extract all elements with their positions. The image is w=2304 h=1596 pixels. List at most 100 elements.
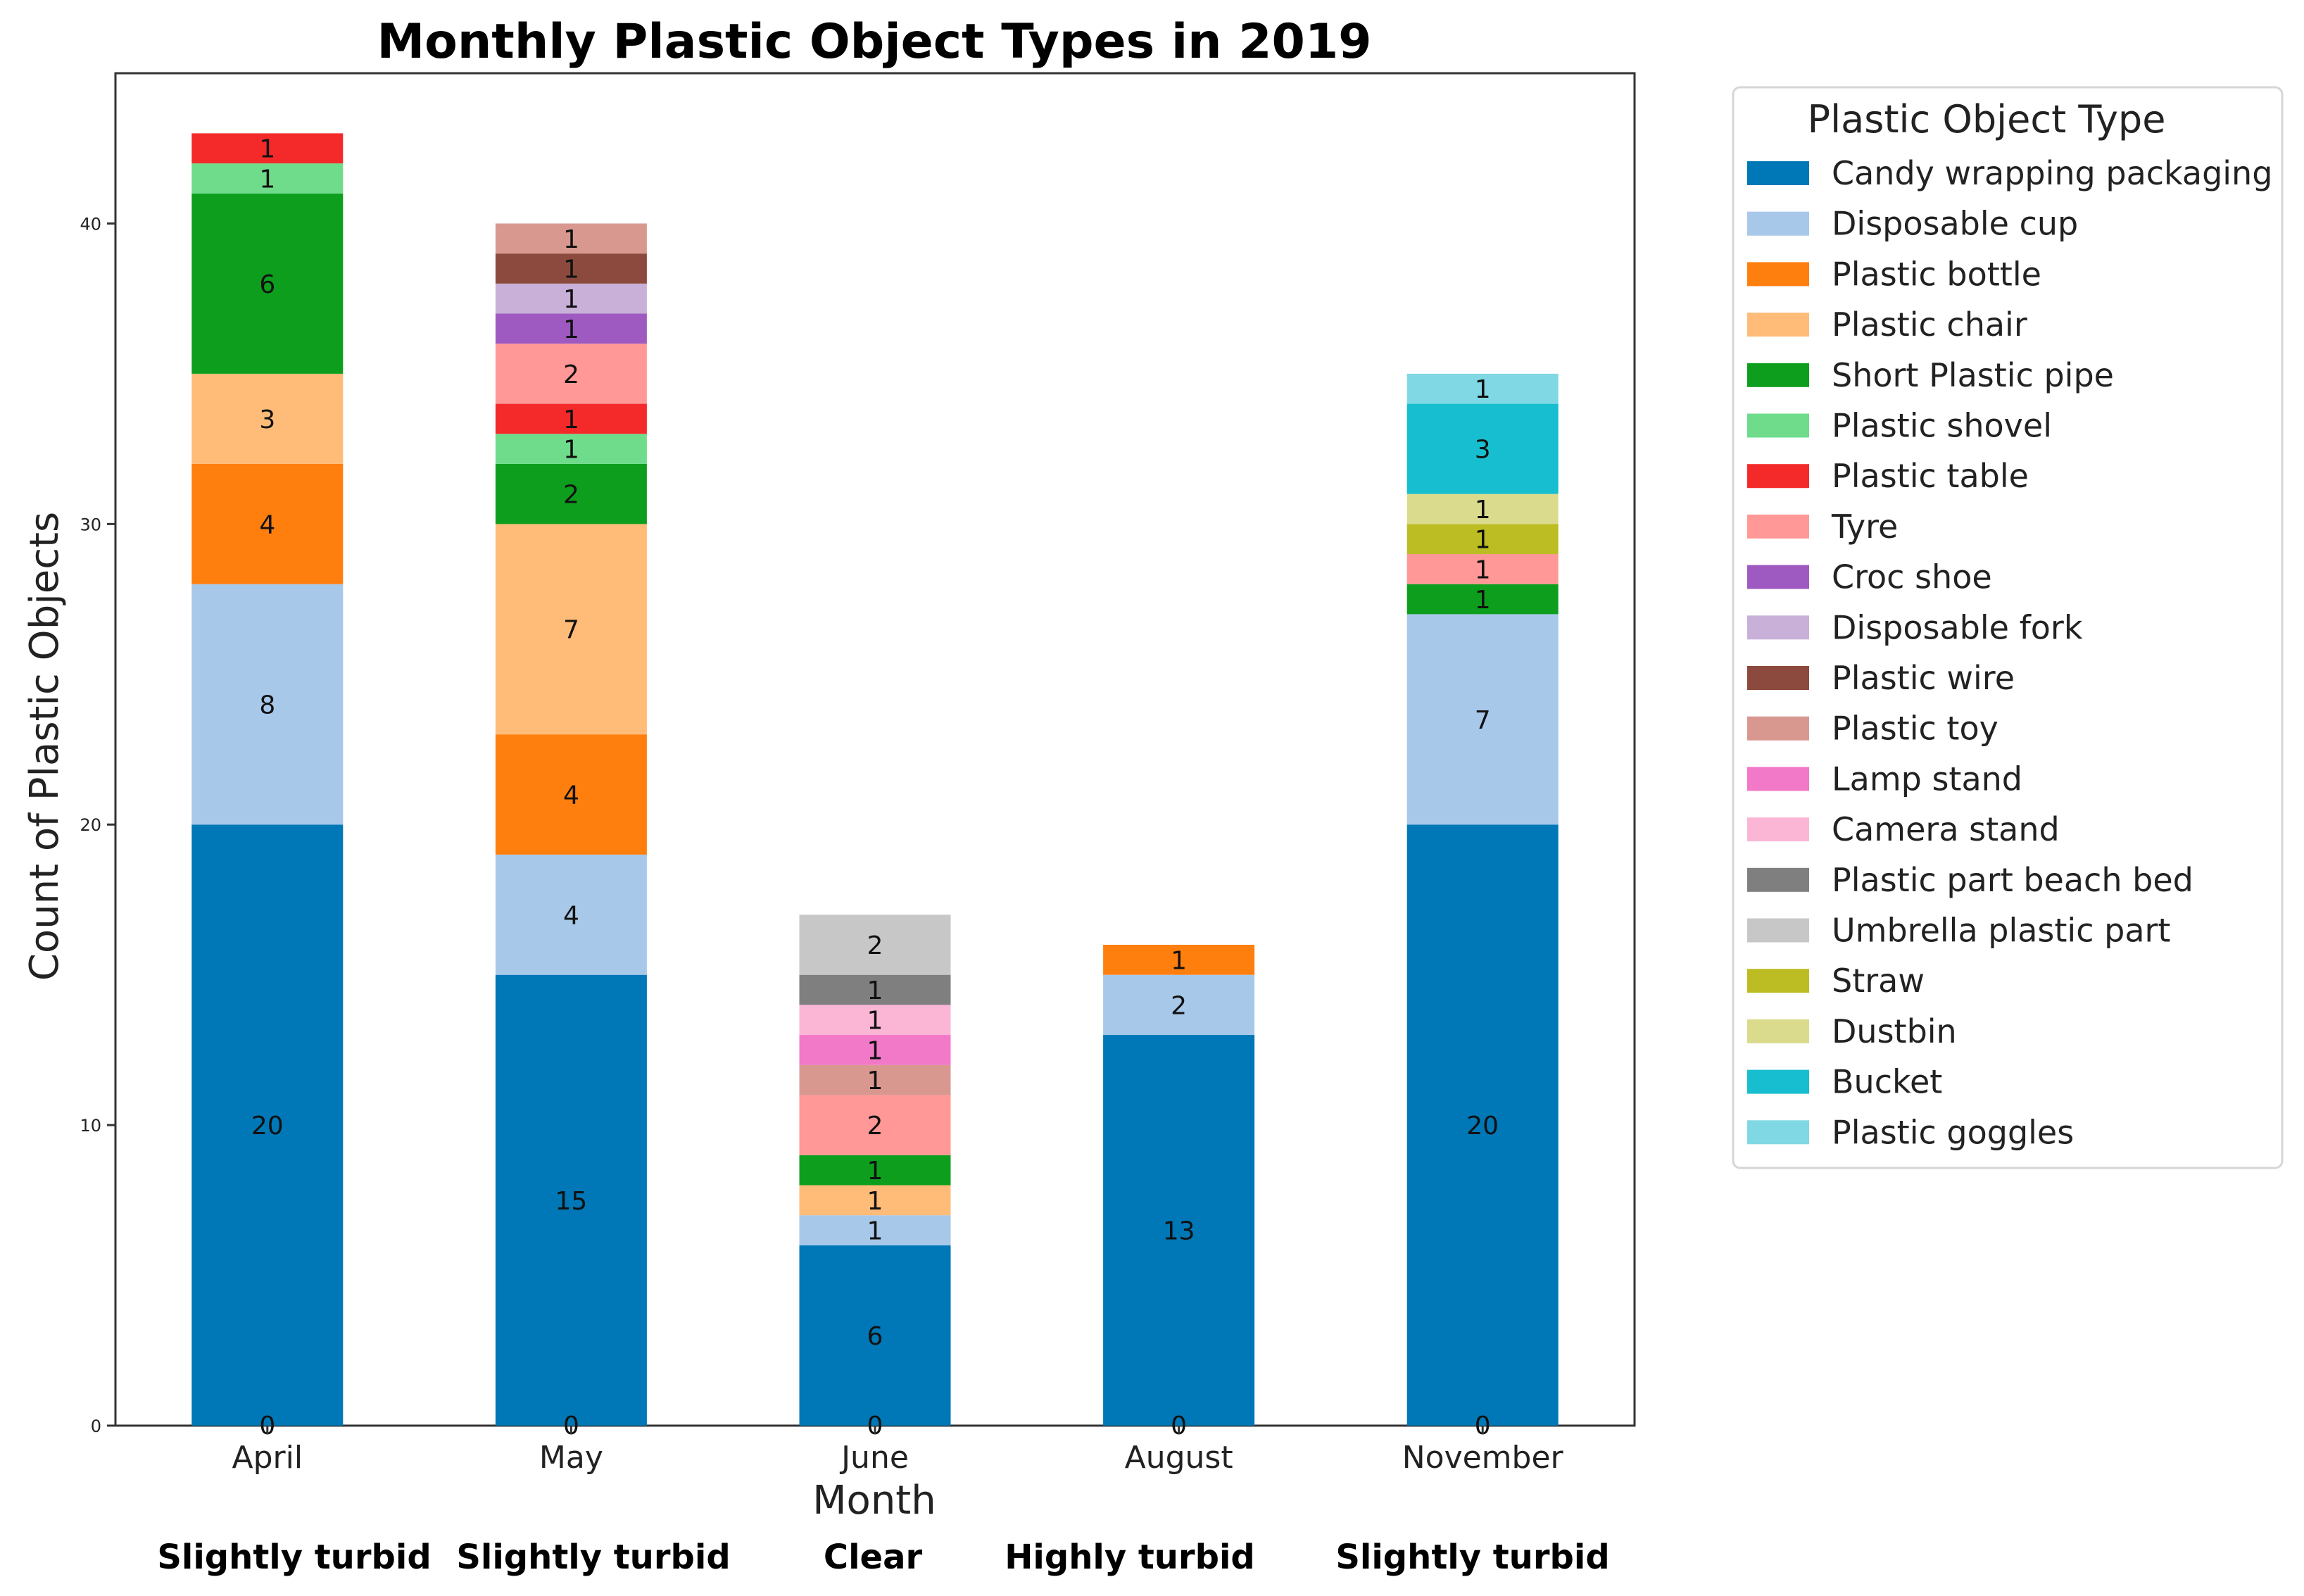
bar-data-label: 2	[867, 931, 883, 960]
bar-data-label: 6	[867, 1322, 883, 1351]
bar-segment	[495, 283, 647, 314]
bar-segment	[799, 1155, 951, 1186]
bar-data-label: 6	[259, 270, 275, 299]
chart-title: Monthly Plastic Object Types in 2019	[377, 14, 1372, 70]
y-axis-label: Count of Plastic Objects	[22, 512, 68, 981]
bar-data-label: 4	[563, 901, 579, 930]
bar-segment	[799, 1095, 951, 1155]
y-tick-label: 20	[80, 815, 101, 835]
legend-entry: Plastic goggles	[1832, 1113, 2074, 1151]
legend-swatch	[1747, 767, 1809, 791]
legend-swatch	[1747, 262, 1809, 287]
bar-segment	[1103, 1035, 1255, 1426]
bar-segment	[495, 223, 647, 254]
legend-entry: Short Plastic pipe	[1832, 356, 2114, 394]
legend-swatch	[1747, 1019, 1809, 1043]
y-tick-label: 0	[91, 1416, 101, 1436]
bar-data-label: 1	[1475, 555, 1491, 584]
turbidity-label: Clear	[824, 1538, 923, 1577]
bar-data-label: 1	[867, 976, 883, 1005]
bar-segment	[191, 463, 344, 584]
legend-entry: Plastic table	[1832, 457, 2029, 495]
legend-swatch	[1747, 363, 1809, 387]
bar-segment	[799, 1215, 951, 1245]
x-axis-label: Month	[812, 1478, 936, 1523]
bar-segment	[1406, 554, 1559, 584]
bar-data-label: 4	[259, 510, 275, 539]
bar-segment	[1406, 524, 1559, 555]
legend-entry: Straw	[1832, 962, 1925, 1000]
plot-area: 010203040208436110April15447211211110May…	[80, 72, 1636, 1476]
bar-segment	[495, 463, 647, 524]
bar-data-label: 1	[1475, 375, 1491, 404]
legend-entry: Dustbin	[1832, 1012, 1957, 1050]
bar-segment	[1406, 824, 1559, 1426]
bar-data-label: 1	[563, 436, 579, 465]
legend-entry: Tyre	[1831, 508, 1898, 546]
legend-entry: Lamp stand	[1832, 760, 2022, 798]
bar-data-label: 1	[867, 1067, 883, 1095]
legend-entry: Candy wrapping packaging	[1832, 154, 2272, 192]
bar-segment	[799, 915, 951, 975]
bar-data-label: 7	[1475, 706, 1491, 735]
bar-data-label: 13	[1163, 1217, 1195, 1246]
bar-segment	[799, 1035, 951, 1065]
bar-data-label: 1	[259, 135, 275, 164]
bar-segment	[495, 344, 647, 404]
bar-data-label: 20	[251, 1112, 284, 1141]
bar-data-label: 1	[259, 165, 275, 194]
bar-data-label: 1	[1475, 586, 1491, 615]
bar-data-label: 15	[555, 1187, 587, 1216]
bar-segment	[799, 1064, 951, 1095]
legend-swatch	[1747, 918, 1809, 943]
bar-segment	[1406, 494, 1559, 524]
bar-segment	[1406, 403, 1559, 494]
bar-segment	[495, 434, 647, 464]
x-tick-label: November	[1402, 1440, 1564, 1476]
legend-swatch	[1747, 161, 1809, 185]
legend-entry: Bucket	[1832, 1063, 1942, 1101]
y-tick-label: 10	[80, 1116, 101, 1136]
bar-data-label: 1	[563, 225, 579, 254]
legend-swatch	[1747, 1069, 1809, 1094]
legend: Plastic Object Type Candy wrapping packag…	[1732, 86, 2284, 1169]
legend-entry: Umbrella plastic part	[1832, 912, 2170, 950]
bar-data-label: 2	[867, 1112, 883, 1141]
legend-entry: Plastic bottle	[1832, 255, 2041, 293]
bar-data-label: 1	[563, 315, 579, 344]
bar-segment	[191, 133, 344, 164]
legend-swatch	[1747, 969, 1809, 993]
legend-swatch	[1747, 464, 1809, 489]
bar-segment	[191, 584, 344, 825]
bar-segment	[495, 313, 647, 344]
legend-entry: Plastic shovel	[1832, 407, 2052, 445]
bar-data-label: 7	[563, 616, 579, 645]
legend-swatch	[1747, 716, 1809, 741]
bar-segment	[799, 974, 951, 1005]
bar-data-label: 1	[563, 406, 579, 434]
legend-entry: Camera stand	[1832, 810, 2060, 848]
bar-segment	[1103, 944, 1255, 975]
legend-entry: Disposable cup	[1832, 205, 2078, 243]
bar-segment	[1103, 974, 1255, 1036]
bar-segment	[495, 253, 647, 284]
legend-entry: Plastic chair	[1832, 306, 2027, 344]
turbidity-label: Slightly turbid	[456, 1538, 730, 1577]
y-tick-label: 40	[80, 214, 101, 234]
bar-segment	[495, 524, 647, 735]
bar-data-label: 1	[1171, 946, 1187, 975]
legend-box	[1732, 86, 2284, 1169]
bar-segment	[495, 974, 647, 1426]
bar-segment	[799, 1185, 951, 1216]
legend-entry: Disposable fork	[1832, 608, 2083, 646]
legend-entry: Croc shoe	[1832, 558, 1992, 596]
legend-entry: Plastic wire	[1832, 659, 2015, 697]
bar-data-label: 1	[563, 285, 579, 314]
x-tick-label: May	[539, 1440, 603, 1476]
legend-swatch	[1747, 817, 1809, 842]
bar-data-label: 1	[1475, 526, 1491, 555]
x-tick-label: June	[839, 1440, 909, 1476]
turbidity-label: Slightly turbid	[1335, 1538, 1609, 1577]
turbidity-label: Highly turbid	[1005, 1538, 1255, 1577]
